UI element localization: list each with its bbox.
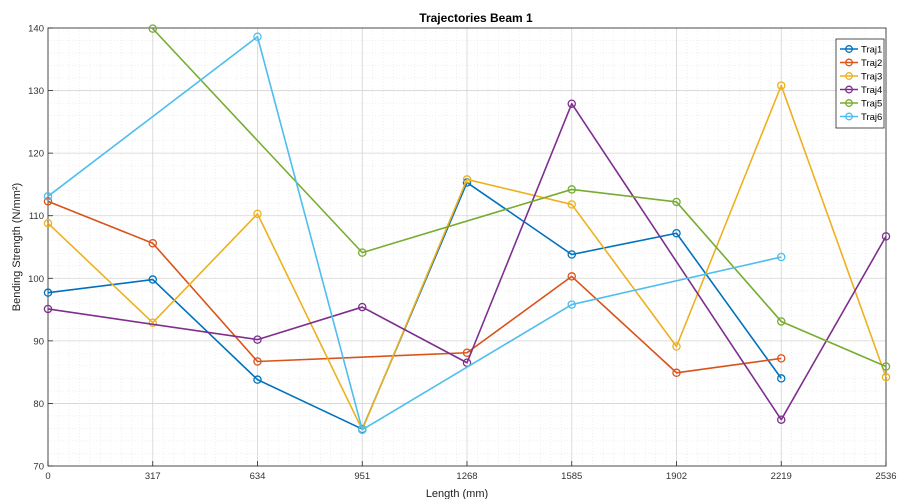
data-point [777, 374, 786, 383]
data-point [777, 252, 786, 262]
x-tick-label: 1268 [456, 471, 477, 482]
data-point [43, 288, 53, 297]
data-point [253, 375, 262, 384]
x-tick-label: 2219 [771, 471, 792, 482]
data-point [881, 362, 891, 371]
legend-label: Traj6 [861, 112, 882, 123]
legend-item: Traj3 [840, 72, 882, 83]
legend-item: Traj6 [840, 112, 882, 123]
series-traj2 [43, 197, 786, 378]
legend-item: Traj1 [840, 45, 882, 56]
data-point [881, 372, 891, 382]
data-point [567, 250, 577, 259]
legend-marker [845, 99, 853, 107]
x-tick-label: 317 [145, 471, 161, 482]
legend-marker [845, 58, 853, 67]
data-point [567, 272, 577, 281]
x-tick-label: 1585 [561, 471, 582, 482]
y-tick-label: 80 [33, 399, 44, 410]
series-traj6 [43, 32, 786, 434]
y-tick-label: 100 [28, 274, 44, 285]
legend-box [835, 38, 885, 129]
data-point [43, 192, 53, 201]
legend-label: Traj1 [861, 45, 882, 56]
legend-marker [845, 85, 853, 94]
y-tick-label: 130 [28, 86, 44, 97]
y-axis: 70 80 90 100 110 120 130 140 [28, 24, 53, 473]
legend-item: Traj2 [840, 58, 882, 69]
data-point [567, 300, 577, 309]
data-point [567, 99, 577, 108]
data-point [253, 357, 262, 366]
data-point [462, 175, 472, 184]
data-point [777, 354, 786, 363]
y-tick-label: 70 [33, 462, 44, 473]
data-point [357, 248, 367, 257]
data-point [672, 197, 681, 207]
data-point [672, 342, 681, 351]
x-axis-label: Length (mm) [426, 488, 488, 499]
y-axis-label: Bending Strength (N/mm²) [11, 183, 23, 311]
legend: Traj1 Traj2 Traj3 Traj4 Traj5 Traj6 [835, 38, 885, 129]
series-line-traj5 [152, 28, 887, 368]
data-point [253, 32, 262, 42]
legend-marker [845, 45, 853, 53]
chart-title: Trajectories Beam 1 [419, 11, 533, 25]
data-point [148, 275, 157, 284]
data-point [777, 81, 786, 90]
data-point [253, 209, 262, 219]
legend-marker [845, 112, 853, 121]
legend-label: Traj2 [861, 58, 882, 69]
legend-marker [845, 72, 853, 80]
data-point [881, 232, 891, 241]
data-point [148, 318, 157, 327]
data-point [148, 238, 157, 248]
data-point [357, 302, 367, 312]
data-point [43, 218, 53, 228]
legend-label: Traj3 [861, 72, 882, 83]
data-point [43, 304, 53, 314]
x-tick-label: 0 [45, 471, 50, 482]
legend-item: Traj4 [840, 85, 882, 96]
data-point [43, 197, 53, 206]
y-tick-label: 140 [28, 24, 44, 35]
data-point [567, 185, 577, 194]
series-line-traj6 [47, 35, 782, 431]
data-point [253, 335, 262, 344]
legend-label: Traj5 [861, 99, 882, 110]
data-point [357, 425, 367, 434]
series-line-traj3 [47, 84, 887, 431]
series-layer [43, 24, 891, 434]
x-tick-label: 2536 [875, 471, 896, 482]
x-tick-label: 1902 [666, 471, 687, 482]
data-point [672, 228, 681, 238]
y-tick-label: 120 [28, 149, 44, 160]
y-tick-label: 110 [29, 211, 44, 222]
data-point [672, 368, 681, 378]
series-line-traj2 [47, 200, 782, 374]
x-tick-label: 634 [250, 471, 266, 482]
data-point [567, 200, 577, 209]
data-point [777, 317, 786, 326]
data-point [777, 415, 786, 424]
y-tick-label: 90 [33, 336, 44, 347]
x-axis: 0 317 634 951 1268 1585 1902 2219 2536 [45, 461, 897, 482]
series-line-traj4 [47, 102, 887, 421]
legend-label: Traj4 [861, 85, 882, 96]
legend-item: Traj5 [840, 99, 882, 110]
x-tick-label: 951 [354, 471, 370, 482]
series-traj5 [148, 24, 891, 371]
data-point [148, 24, 157, 33]
